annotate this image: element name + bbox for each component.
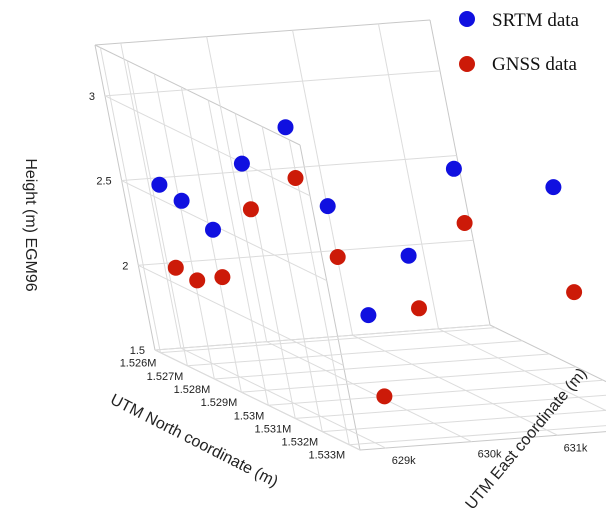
grid-line-north-wall <box>207 100 269 406</box>
grid-line-height-back <box>154 324 491 351</box>
grid-line-height-side <box>138 264 344 366</box>
tick-layer: 1.522.531.526M1.527M1.528M1.529M1.53M1.5… <box>89 91 588 467</box>
grid-line-height-side <box>121 180 327 282</box>
legend-item-srtm[interactable]: SRTM data <box>459 10 580 31</box>
box-edge <box>94 44 301 146</box>
z-tick-label: 2 <box>122 260 128 272</box>
x-tick-label: 630k <box>478 449 502 461</box>
grid-line-east-wall <box>206 36 268 342</box>
legend-item-gnss[interactable]: GNSS data <box>459 54 578 75</box>
legend-marker-srtm <box>459 11 475 27</box>
data-point-gnss-data <box>189 272 206 289</box>
grid-layer <box>94 19 606 451</box>
data-point-srtm-data <box>233 155 250 172</box>
y-tick-label: 1.532M <box>282 437 319 449</box>
data-point-gnss-data <box>456 215 473 231</box>
box-edge <box>489 324 606 383</box>
y-tick-label: 1.529M <box>201 397 238 409</box>
grid-line-north-floor <box>214 353 550 380</box>
data-point-gnss-data <box>242 201 259 218</box>
data-point-gnss-data <box>411 300 427 317</box>
z-tick-label: 3 <box>89 91 95 103</box>
x-tick-label: 629k <box>392 455 416 467</box>
grid-line-height-back <box>138 239 474 266</box>
grid-line-east-wall <box>377 23 439 329</box>
data-point-gnss-data <box>167 259 184 276</box>
grid-line-north-floor <box>160 327 496 354</box>
box-edge <box>94 19 431 46</box>
grid-line-height-back <box>121 155 457 182</box>
data-point-srtm-data <box>545 179 562 196</box>
y-tick-label: 1.528M <box>174 384 211 396</box>
x-tick-label: 631k <box>564 442 588 454</box>
y-tick-label: 1.53M <box>234 410 265 422</box>
data-point-srtm-data <box>277 119 294 136</box>
grid-line-north-wall <box>126 60 188 366</box>
legend[interactable]: SRTM data GNSS data <box>459 10 580 75</box>
grid-line-north-floor <box>187 340 523 367</box>
data-point-srtm-data <box>319 198 336 215</box>
y-axis-title: UTM North coordinate (m) <box>107 391 280 491</box>
z-tick-label: 1.5 <box>130 345 145 357</box>
x-axis-title: UTM East coordinate (m) <box>463 365 591 513</box>
point-layer <box>151 119 583 405</box>
grid-line-north-wall <box>180 87 242 393</box>
data-point-gnss-data <box>329 249 346 265</box>
z-tick-label: 2.5 <box>96 176 111 188</box>
grid-line-north-wall <box>153 73 215 380</box>
box-edge <box>94 44 156 351</box>
y-tick-label: 1.527M <box>147 371 184 383</box>
y-tick-label: 1.531M <box>255 423 292 435</box>
grid-line-height-back <box>104 70 441 97</box>
grid-line-north-floor <box>295 394 606 419</box>
legend-label-srtm: SRTM data <box>492 10 580 31</box>
z-axis-title: Height (m) EGM96 <box>22 158 39 291</box>
data-point-gnss-data <box>376 388 393 405</box>
grid-line-height-side <box>154 349 361 451</box>
grid-line-north-floor <box>349 425 606 446</box>
legend-marker-gnss <box>459 56 475 72</box>
data-point-srtm-data <box>445 160 462 177</box>
y-tick-label: 1.526M <box>120 358 157 370</box>
y-tick-label: 1.533M <box>309 450 346 462</box>
data-point-srtm-data <box>151 176 168 193</box>
data-point-gnss-data <box>214 269 231 286</box>
legend-label-gnss: GNSS data <box>492 54 578 75</box>
grid-line-east-floor <box>266 341 472 443</box>
data-point-gnss-data <box>566 284 583 301</box>
box-edge <box>359 431 606 451</box>
grid-line-height-side <box>104 95 311 197</box>
grid-line-north-floor <box>241 366 577 393</box>
grid-line-north-floor <box>268 379 604 406</box>
data-point-srtm-data <box>400 247 417 264</box>
box-edge <box>299 144 361 451</box>
data-point-gnss-data <box>287 170 304 186</box>
grid-line-east-floor <box>438 328 606 412</box>
data-point-srtm-data <box>173 192 190 209</box>
grid-line-east-floor <box>180 347 386 449</box>
data-point-srtm-data <box>205 221 221 238</box>
grid-line-north-floor <box>322 409 606 433</box>
data-point-srtm-data <box>360 307 377 324</box>
grid-line-east-floor <box>352 334 558 436</box>
